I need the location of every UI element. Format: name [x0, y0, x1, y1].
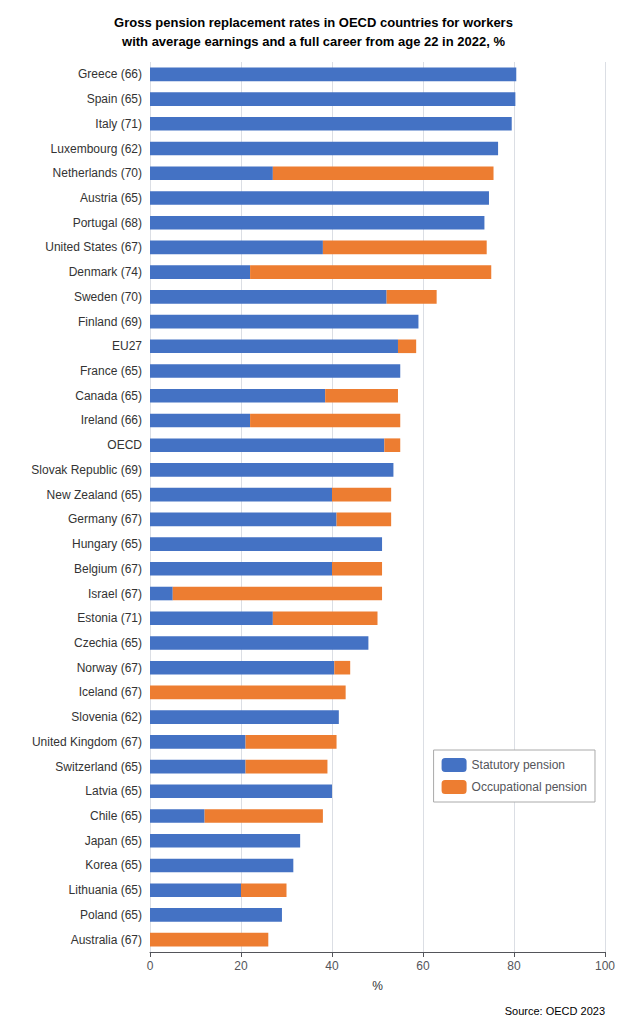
- svg-text:Austria (65): Austria (65): [80, 191, 142, 205]
- svg-text:Finland (69): Finland (69): [78, 315, 142, 329]
- svg-text:Denmark (74): Denmark (74): [69, 265, 142, 279]
- svg-text:OECD: OECD: [107, 438, 142, 452]
- svg-text:Statutory pension: Statutory pension: [472, 758, 565, 772]
- svg-text:Gross pension replacement rate: Gross pension replacement rates in OECD …: [114, 15, 513, 30]
- svg-text:Lithuania (65): Lithuania (65): [69, 883, 142, 897]
- svg-text:France (65): France (65): [80, 364, 142, 378]
- svg-text:Ireland (66): Ireland (66): [81, 413, 142, 427]
- svg-text:0: 0: [147, 959, 154, 973]
- svg-text:Source: OECD 2023: Source: OECD 2023: [505, 1005, 605, 1017]
- svg-text:Greece (66): Greece (66): [78, 67, 142, 81]
- svg-text:Belgium (67): Belgium (67): [74, 562, 142, 576]
- svg-text:Germany (67): Germany (67): [68, 512, 142, 526]
- svg-text:60: 60: [416, 959, 430, 973]
- svg-text:Slovak Republic (69): Slovak Republic (69): [31, 463, 142, 477]
- svg-text:New Zealand (65): New Zealand (65): [47, 488, 142, 502]
- svg-text:Spain (65): Spain (65): [87, 92, 142, 106]
- svg-text:40: 40: [325, 959, 339, 973]
- svg-text:Israel (67): Israel (67): [88, 587, 142, 601]
- svg-text:Portugal (68): Portugal (68): [73, 216, 142, 230]
- svg-text:with average earnings and a fu: with average earnings and a full career …: [121, 34, 505, 49]
- svg-text:Estonia (71): Estonia (71): [77, 611, 142, 625]
- svg-text:80: 80: [507, 959, 521, 973]
- svg-text:Sweden (70): Sweden (70): [74, 290, 142, 304]
- svg-text:%: %: [372, 979, 383, 993]
- svg-text:Hungary (65): Hungary (65): [72, 537, 142, 551]
- svg-text:Korea (65): Korea (65): [85, 858, 142, 872]
- svg-text:Australia (67): Australia (67): [71, 933, 142, 947]
- svg-text:Italy (71): Italy (71): [95, 117, 142, 131]
- svg-text:Czechia (65): Czechia (65): [74, 636, 142, 650]
- svg-text:Slovenia (62): Slovenia (62): [71, 710, 142, 724]
- svg-text:Latvia (65): Latvia (65): [85, 784, 142, 798]
- svg-text:EU27: EU27: [112, 339, 142, 353]
- svg-text:United States (67): United States (67): [45, 240, 142, 254]
- svg-text:Iceland (67): Iceland (67): [79, 685, 142, 699]
- svg-text:100: 100: [595, 959, 615, 973]
- svg-text:Netherlands (70): Netherlands (70): [53, 166, 142, 180]
- svg-text:Poland (65): Poland (65): [80, 908, 142, 922]
- svg-text:Luxembourg (62): Luxembourg (62): [51, 142, 142, 156]
- svg-text:United Kingdom (67): United Kingdom (67): [32, 735, 142, 749]
- svg-text:Norway (67): Norway (67): [77, 661, 142, 675]
- svg-text:Occupational pension: Occupational pension: [472, 780, 587, 794]
- svg-text:Canada (65): Canada (65): [75, 389, 142, 403]
- svg-text:Japan (65): Japan (65): [85, 834, 142, 848]
- svg-text:20: 20: [234, 959, 248, 973]
- svg-text:Chile (65): Chile (65): [90, 809, 142, 823]
- svg-text:Switzerland (65): Switzerland (65): [55, 760, 142, 774]
